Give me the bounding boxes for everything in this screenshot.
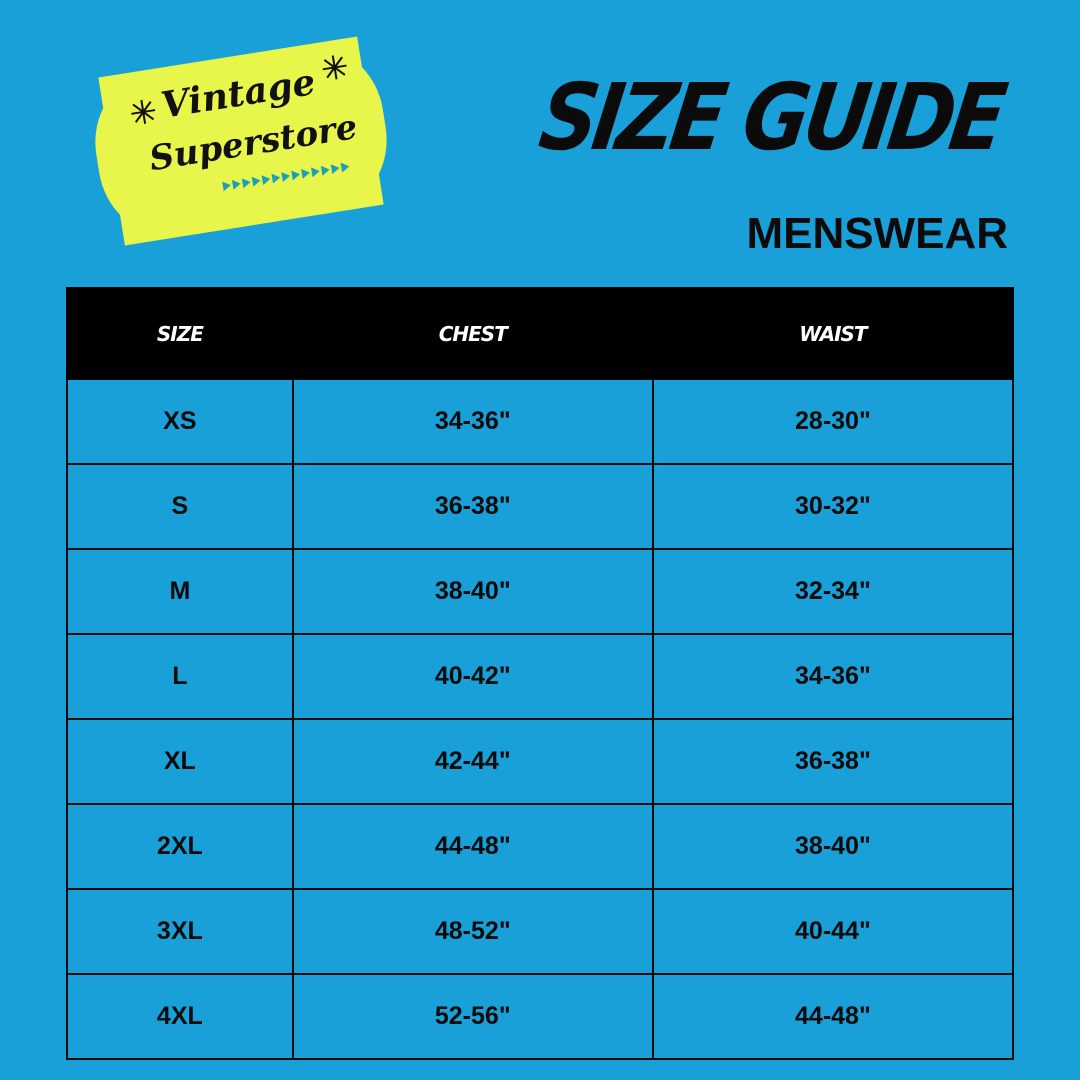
size-cell: XS	[66, 378, 294, 465]
size-cell: 2XL	[66, 803, 294, 890]
waist-cell: 36-38"	[651, 718, 1015, 805]
waist-cell: 40-44"	[651, 888, 1015, 975]
table-header-row: SIZE CHEST WAIST	[66, 287, 1015, 380]
chest-cell: 34-36"	[291, 378, 654, 465]
table-row: XS 34-36" 28-30"	[66, 378, 1015, 465]
table-row: S 36-38" 30-32"	[66, 463, 1015, 550]
chest-cell: 36-38"	[291, 463, 654, 550]
arrows-decoration-icon	[222, 162, 350, 192]
column-header-waist: WAIST	[651, 287, 1015, 380]
chest-cell: 44-48"	[291, 803, 654, 890]
table-row: 4XL 52-56" 44-48"	[66, 973, 1015, 1060]
table-row: XL 42-44" 36-38"	[66, 718, 1015, 805]
column-header-size: SIZE	[66, 287, 294, 380]
waist-cell: 32-34"	[651, 548, 1015, 635]
size-cell: 3XL	[66, 888, 294, 975]
chest-cell: 42-44"	[291, 718, 654, 805]
size-cell: M	[66, 548, 294, 635]
table-row: L 40-42" 34-36"	[66, 633, 1015, 720]
waist-cell: 30-32"	[651, 463, 1015, 550]
size-table: SIZE CHEST WAIST XS 34-36" 28-30" S 36-38" 30…	[66, 287, 1015, 1060]
size-cell: 4XL	[66, 973, 294, 1060]
chest-cell: 40-42"	[291, 633, 654, 720]
page-title: SIZE GUIDE	[533, 63, 1008, 171]
size-cell: S	[66, 463, 294, 550]
waist-cell: 28-30"	[651, 378, 1015, 465]
chest-cell: 52-56"	[291, 973, 654, 1060]
size-cell: L	[66, 633, 294, 720]
waist-cell: 38-40"	[651, 803, 1015, 890]
waist-cell: 34-36"	[651, 633, 1015, 720]
starburst-icon	[322, 55, 347, 80]
column-header-chest: CHEST	[291, 287, 654, 380]
chest-cell: 38-40"	[291, 548, 654, 635]
page-subtitle: MENSWEAR	[746, 209, 1008, 258]
chest-cell: 48-52"	[291, 888, 654, 975]
waist-cell: 44-48"	[651, 973, 1015, 1060]
table-row: 3XL 48-52" 40-44"	[66, 888, 1015, 975]
table-row: M 38-40" 32-34"	[66, 548, 1015, 635]
logo: Vintage Superstore	[85, 40, 397, 242]
size-cell: XL	[66, 718, 294, 805]
table-row: 2XL 44-48" 38-40"	[66, 803, 1015, 890]
starburst-icon	[131, 99, 156, 124]
